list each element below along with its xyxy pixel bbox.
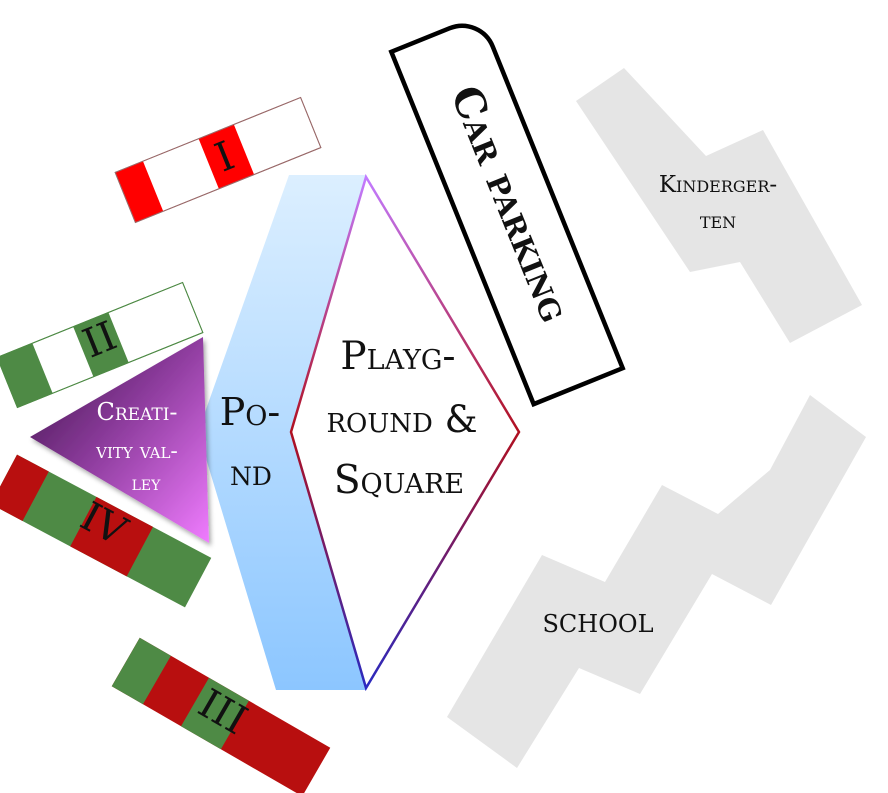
- creativity-label-line3: ley: [132, 471, 162, 495]
- block-i: [114, 96, 322, 224]
- block-ii: [0, 281, 204, 409]
- kindergarten-label-line1: Kinderger-: [659, 172, 777, 198]
- car-parking-area: [388, 23, 626, 408]
- school-label: SCHOOL: [542, 610, 653, 638]
- school-building: [447, 395, 866, 768]
- creativity-valley-shape: [30, 337, 209, 543]
- creativity-label-line2: vity val-: [95, 439, 178, 464]
- block-iv: [0, 454, 212, 608]
- pond-label-line2: nd: [230, 453, 272, 494]
- playground-square-shape: [289, 173, 521, 692]
- pond-label-line1: Po-: [220, 390, 281, 434]
- pond-shape: [198, 175, 366, 690]
- block-iii: [111, 637, 331, 793]
- playground-label-line3: Square: [334, 458, 464, 503]
- kindergarten-label-line2: ten: [700, 208, 736, 234]
- kindergarten-building: [576, 68, 862, 343]
- playground-label-line1: Playg-: [340, 334, 455, 379]
- playground-label-line2: round &: [326, 398, 477, 441]
- creativity-label-line1: Creati-: [96, 398, 177, 426]
